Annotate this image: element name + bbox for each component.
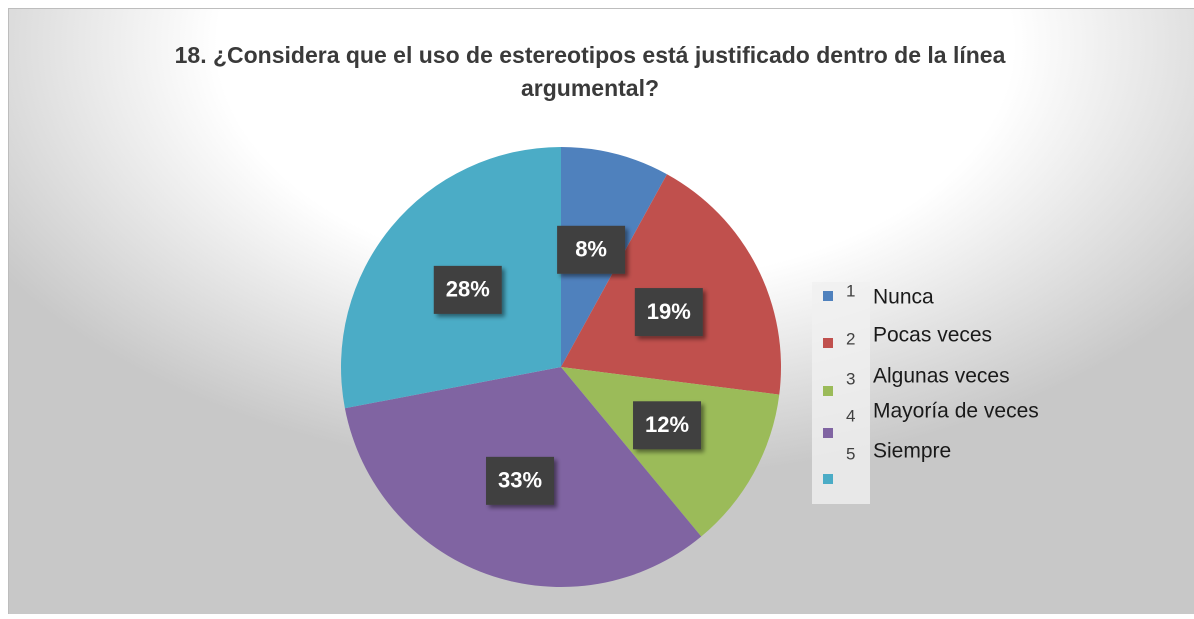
legend-box	[812, 282, 870, 504]
legend-label: Nunca	[873, 286, 934, 309]
legend-swatch	[823, 428, 833, 438]
data-label: 12%	[645, 412, 689, 437]
legend-label: Mayoría de veces	[873, 400, 1039, 423]
chart-title: 18. ¿Considera que el uso de estereotipo…	[175, 42, 1006, 68]
legend-swatch	[823, 291, 833, 301]
data-label: 8%	[575, 237, 607, 262]
legend-label: Algunas veces	[873, 365, 1010, 388]
legend-number: 5	[846, 444, 855, 463]
legend-number: 4	[846, 406, 855, 425]
legend-number: 2	[846, 329, 855, 348]
legend-swatch	[823, 338, 833, 348]
legend-number: 3	[846, 369, 855, 388]
data-label: 28%	[446, 277, 490, 302]
legend-label: Pocas veces	[873, 324, 992, 347]
legend-number: 1	[846, 281, 855, 300]
legend-label: Siempre	[873, 440, 951, 463]
legend-swatch	[823, 386, 833, 396]
data-label: 19%	[647, 299, 691, 324]
legend-swatch	[823, 474, 833, 484]
data-label: 33%	[498, 468, 542, 493]
chart-title: argumental?	[521, 75, 659, 101]
